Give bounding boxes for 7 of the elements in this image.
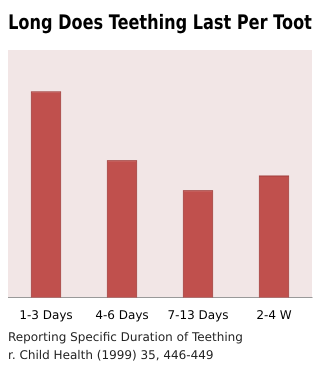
x-tick-label: 2-4 W [256, 308, 292, 322]
x-tick-label: 4-6 Days [95, 308, 149, 322]
x-tick-label: 7-13 Days [168, 308, 228, 322]
text: r. Child Health (1999) 35, 446-449 [8, 348, 215, 362]
x-tick-label: 1-3 Days [19, 308, 73, 322]
text: Reporting Specific Duration of Teething [8, 330, 244, 344]
chart-title: Long Does Teething Last Per Toot [8, 12, 312, 35]
